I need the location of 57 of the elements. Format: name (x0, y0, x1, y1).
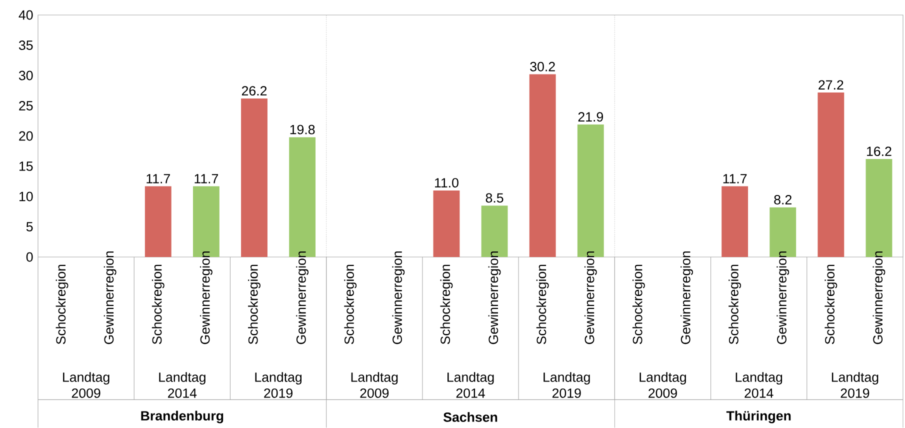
data-label: 11.7 (146, 174, 170, 184)
text: Landtag 2014 (447, 372, 494, 398)
y-tick-label: 5 (26, 222, 33, 232)
bar (433, 190, 460, 257)
text: Landtag 2009 (640, 372, 686, 398)
y-tick-label: 40 (18, 10, 33, 20)
x-tick-label: Gewinnerregion (584, 252, 597, 344)
y-tick-label: 0 (26, 252, 33, 262)
text: Thüringen (726, 410, 791, 424)
text: Landtag 2009 (351, 372, 398, 398)
text: Landtag 2019 (544, 372, 590, 398)
x-tick-label: Schockregion (440, 264, 453, 344)
y-tick-label: 30 (18, 70, 33, 80)
data-label: 27.2 (818, 80, 844, 90)
y-tick-label: 15 (19, 162, 33, 171)
x-tick-label: Gewinnerregion (104, 252, 116, 344)
data-label: 16.2 (867, 146, 892, 156)
data-label: 8.5 (486, 193, 504, 203)
text: Landtag 2019 (832, 372, 878, 398)
data-label: 11.0 (435, 178, 458, 188)
x-tick-label: Schockregion (248, 264, 260, 344)
data-label: 26.2 (242, 86, 267, 96)
x-tick-label: Schockregion (56, 264, 68, 344)
text: Sachsen (443, 412, 498, 422)
x-tick-label: Gewinnerregion (776, 252, 790, 344)
text: Landtag 2014 (159, 372, 206, 398)
text: Landtag 2009 (63, 372, 110, 398)
y-tick-label: 20 (19, 131, 33, 141)
data-label: 11.7 (194, 174, 218, 184)
data-label: 11.7 (723, 174, 747, 184)
y-tick-label: 10 (19, 192, 33, 202)
y-tick-label: 25 (19, 101, 33, 110)
x-tick-label: Schockregion (344, 264, 357, 344)
x-tick-label: Schockregion (824, 264, 838, 344)
x-tick-label: Schockregion (632, 264, 645, 344)
text: Landtag 2019 (255, 372, 302, 398)
x-tick-label: Gewinnerregion (680, 252, 693, 344)
data-label: 19.8 (290, 124, 315, 134)
data-label: 30.2 (530, 62, 555, 72)
x-tick-label: Gewinnerregion (872, 252, 886, 344)
text: Brandenburg (141, 410, 224, 424)
bar (144, 186, 172, 257)
data-label: 21.9 (578, 112, 603, 122)
x-tick-label: Gewinnerregion (200, 252, 212, 344)
bar (722, 186, 748, 257)
x-tick-label: Schockregion (152, 264, 164, 344)
x-tick-label: Gewinnerregion (392, 252, 405, 344)
x-tick-label: Gewinnerregion (488, 252, 501, 344)
bar (241, 98, 268, 257)
x-tick-label: Schockregion (728, 264, 742, 344)
x-tick-label: Gewinnerregion (296, 252, 309, 344)
text: Landtag 2014 (736, 372, 782, 398)
bar (529, 74, 556, 257)
x-tick-label: Schockregion (536, 264, 549, 344)
bar (818, 92, 844, 257)
data-label: 8.2 (774, 195, 792, 204)
y-tick-label: 35 (18, 40, 33, 50)
